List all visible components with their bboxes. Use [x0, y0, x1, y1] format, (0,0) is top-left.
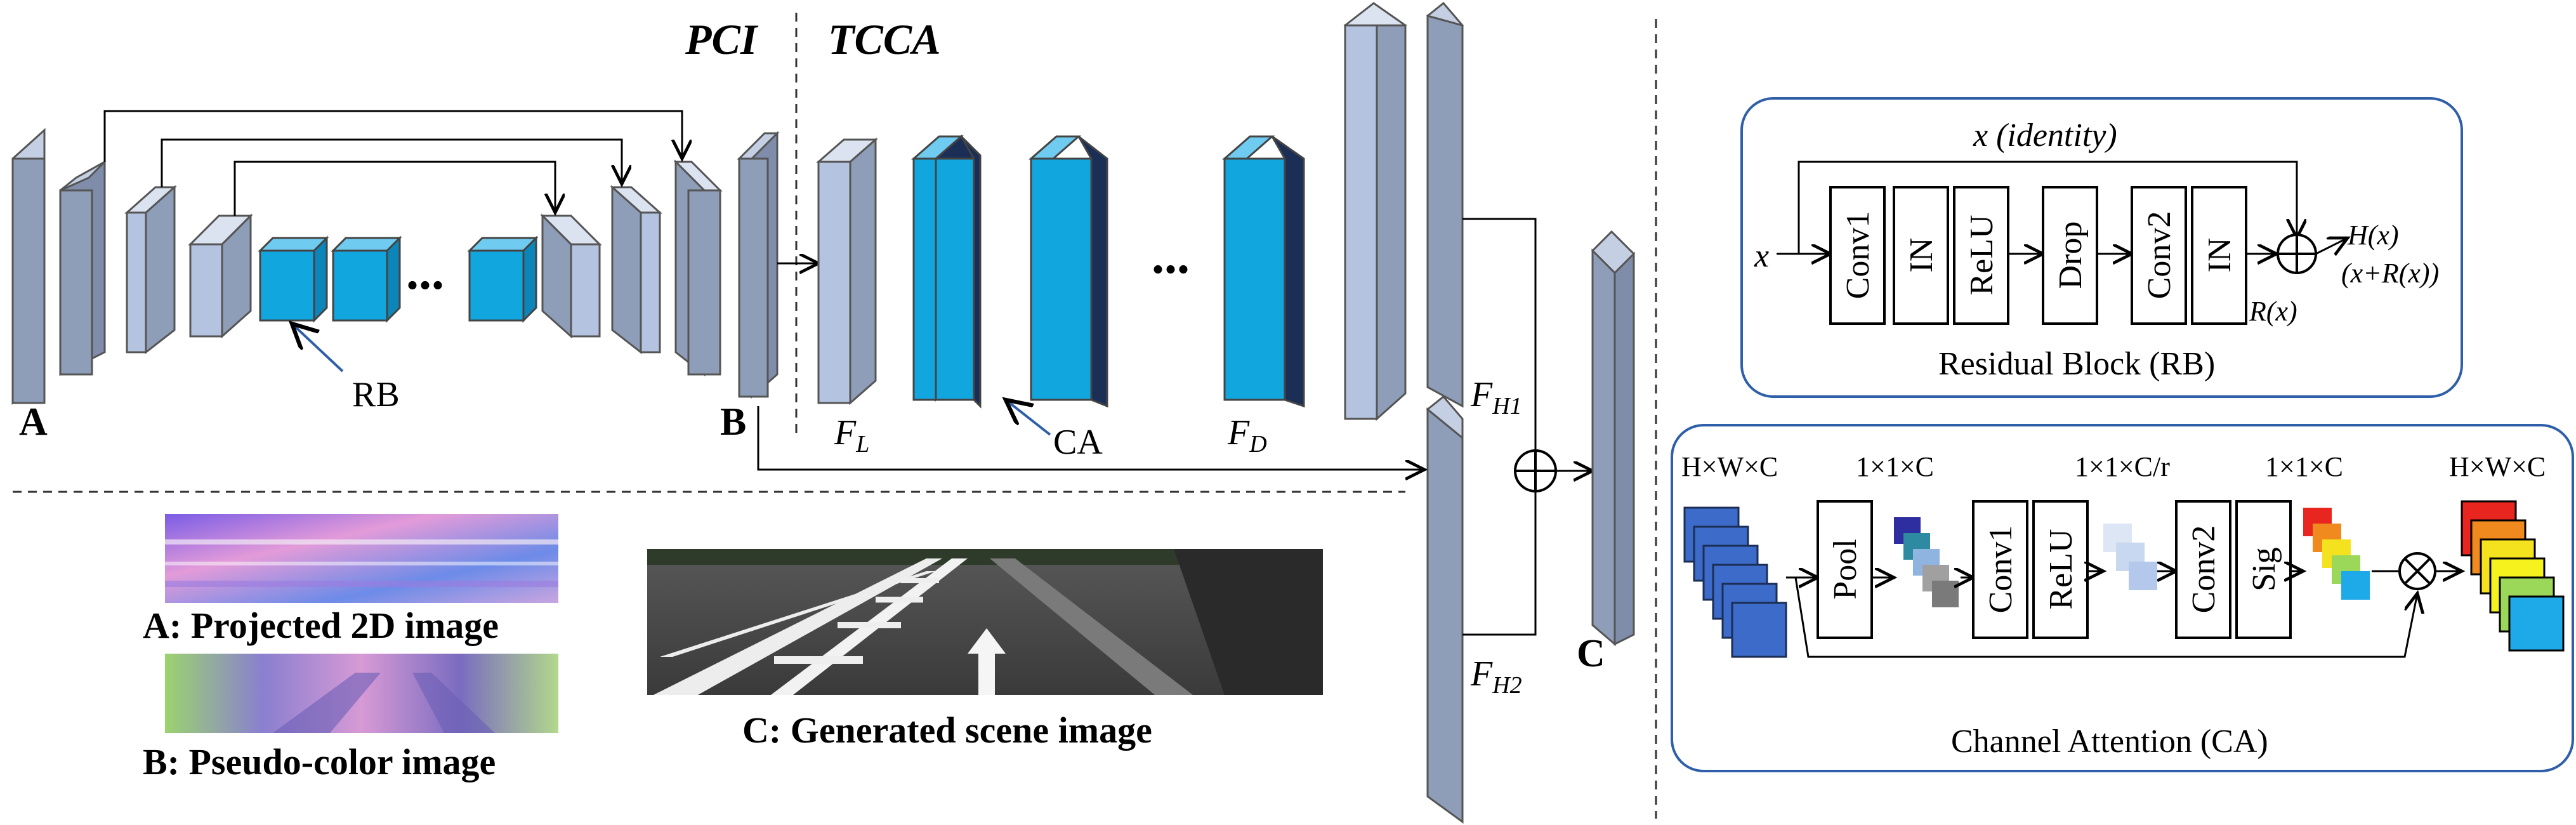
rb-h-label: H(x): [2347, 220, 2399, 251]
rb-layer-box: [1829, 186, 1886, 325]
rb-input-x: x: [1754, 238, 1769, 274]
projected-2d-image: [165, 514, 558, 603]
rb-layer-label: IN: [1903, 238, 1940, 273]
rb-layer-box: [1893, 186, 1949, 325]
output-c-plate: [1591, 230, 1636, 647]
ca-pointer: [1006, 400, 1051, 436]
plate-b: [737, 131, 780, 399]
rb-cube: [258, 235, 329, 323]
ca-block: [911, 134, 982, 409]
ca-block: [1222, 135, 1305, 408]
fh1-to-sum: [1462, 218, 1537, 451]
output-c-label: C: [1577, 632, 1605, 675]
ca-input-stack: [1683, 506, 1787, 658]
rb-pointer: [292, 324, 344, 373]
rb-layer-label: IN: [2202, 238, 2238, 273]
plate: [188, 213, 253, 339]
ca-layer-box: [1972, 500, 2028, 639]
generated-scene-image: [647, 549, 1323, 695]
rb-identity-label: x (identity): [1973, 117, 2117, 154]
encoder-decoder: ...: [11, 128, 780, 405]
fh2-to-sum: [1462, 492, 1537, 636]
ca-layer-box: [2175, 500, 2231, 639]
rb-cube: [467, 235, 539, 323]
ca-dims-pool: 1×1×C: [1856, 451, 1934, 482]
ca-layer-label: ReLU: [2043, 529, 2079, 609]
tcca-label: TCCA: [828, 15, 941, 63]
b-to-fh2-arrow: [757, 406, 1424, 470]
rb-output-arrow: [2315, 238, 2348, 254]
ca-layer-label: Conv2: [2186, 525, 2222, 614]
plate: [673, 159, 723, 377]
fh2-label: FH2: [1470, 654, 1522, 699]
fl-plate: [816, 137, 878, 406]
ca-dims-relu: 1×1×C/r: [2075, 451, 2170, 482]
rb-layer-box: [2131, 186, 2187, 325]
plate: [540, 213, 602, 339]
rb-identity-path: [1797, 161, 2297, 254]
ca-dims-in: H×W×C: [1681, 451, 1778, 482]
ca-dims-out: H×W×C: [2449, 451, 2546, 482]
ca-output-stack: [2461, 500, 2565, 652]
ca-layer-box: [2032, 500, 2089, 639]
ca-layer-box: [2235, 500, 2292, 639]
plate: [11, 128, 46, 405]
rb-layer-box: [1953, 186, 2009, 325]
ca-layer-label: Conv1: [1983, 525, 2019, 614]
rb-title: Residual Block (RB): [1938, 346, 2215, 382]
ca-weight-vector: [2303, 508, 2370, 600]
fd-plate: [1343, 2, 1407, 421]
residual-block-panel: x (identity) x Conv1 IN ReLU Drop Conv2 …: [1740, 97, 2463, 398]
ca-layer-label: Pool: [1827, 539, 1863, 599]
ca-layer-box: [1817, 500, 1873, 639]
fh1-label: FH1: [1470, 375, 1522, 419]
residual-block-frame: [1740, 97, 2463, 398]
ca-title: Channel Attention (CA): [1951, 723, 2268, 760]
input-a-label: A: [19, 400, 48, 444]
ca-mult-operator-b: [2403, 557, 2431, 585]
fl-label: FL: [834, 413, 869, 458]
tcca-ellipsis: ...: [1152, 228, 1190, 284]
ca-pooled-vector: [1894, 517, 1959, 607]
rb-layer-label: Conv1: [1840, 211, 1876, 300]
rb-layer-box: [2042, 186, 2098, 325]
ca-reduced-vector: [2103, 524, 2157, 590]
caption-c: C: Generated scene image: [742, 710, 1152, 751]
ca-dims-sig: 1×1×C: [2265, 451, 2343, 482]
rb-layer-label: Conv2: [2141, 211, 2178, 300]
channel-attention-frame: [1671, 424, 2574, 772]
encoder-ellipsis: ...: [406, 244, 444, 300]
ca-block: [1028, 135, 1108, 408]
rb-layer-label: ReLU: [1964, 214, 2000, 295]
rb-label: RB: [352, 375, 400, 414]
ca-label: CA: [1053, 423, 1103, 462]
fh2-plate: [1426, 395, 1464, 824]
output-b-label: B: [720, 400, 746, 444]
fd-label: FD: [1227, 413, 1267, 458]
fh1-plate: [1426, 1, 1464, 408]
rb-layer-box: [2191, 186, 2247, 325]
skip-connections: [103, 110, 682, 216]
plate: [610, 185, 662, 355]
pci-label: PCI: [685, 15, 759, 63]
rb-cube: [331, 235, 402, 323]
rb-h-expr: (x+R(x)): [2341, 258, 2439, 289]
rb-r-label: R(x): [2249, 296, 2297, 327]
rb-layer-label: Drop: [2053, 221, 2089, 289]
ca-skip-path: [1794, 577, 2417, 658]
plate: [59, 160, 106, 376]
channel-attention-panel: H×W×C 1×1×C 1×1×C/r 1×1×C H×W×C Pool Con…: [1671, 424, 2574, 772]
plate: [124, 185, 177, 355]
caption-a: A: Projected 2D image: [143, 605, 499, 646]
caption-b: B: Pseudo-color image: [143, 741, 496, 782]
pseudo-color-image: [165, 654, 558, 733]
ca-layer-label: Sig: [2246, 547, 2282, 591]
